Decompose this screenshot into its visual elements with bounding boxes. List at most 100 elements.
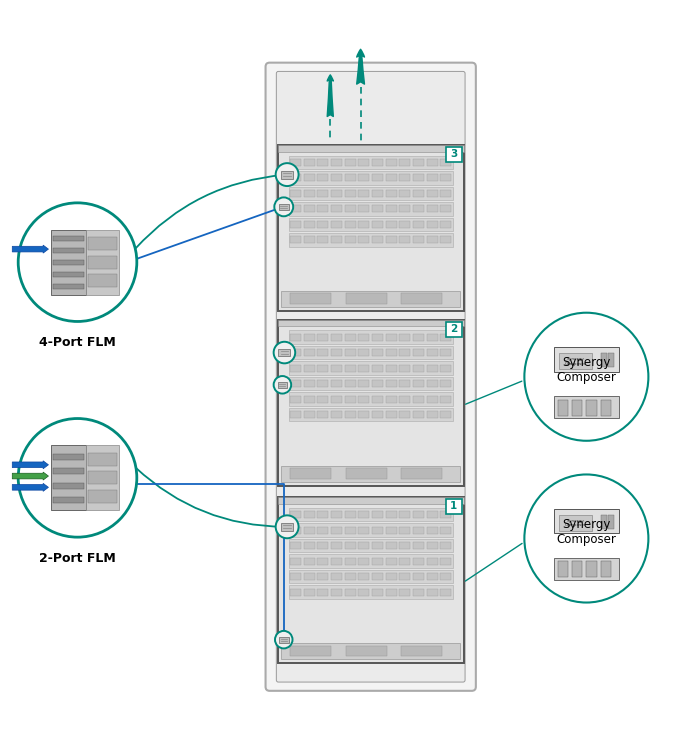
Bar (372, 159, 383, 166)
Bar (304, 206, 315, 212)
Bar (289, 408, 452, 422)
Bar (559, 354, 592, 369)
Bar (345, 396, 356, 403)
Bar (400, 411, 410, 418)
Bar (440, 206, 451, 212)
Bar (53, 497, 84, 503)
Bar (289, 377, 452, 391)
Bar (427, 527, 437, 534)
Bar (372, 511, 383, 518)
Bar (400, 175, 410, 181)
Bar (601, 354, 607, 367)
Bar (304, 557, 315, 565)
Bar (304, 396, 315, 403)
Text: Synergy
Composer: Synergy Composer (564, 519, 586, 528)
Bar (427, 411, 437, 418)
Bar (279, 636, 288, 643)
Bar (304, 349, 315, 356)
Bar (331, 190, 342, 197)
Circle shape (274, 376, 291, 394)
Bar (331, 365, 342, 371)
Bar (345, 588, 356, 596)
Bar (586, 562, 596, 577)
Bar (345, 573, 356, 580)
Bar (304, 411, 315, 418)
Bar (427, 542, 437, 549)
Bar (440, 380, 451, 387)
Bar (359, 396, 369, 403)
Bar (304, 542, 315, 549)
Bar (372, 190, 383, 197)
Bar (53, 284, 84, 289)
Bar (86, 445, 119, 511)
Bar (440, 175, 451, 181)
Bar (88, 255, 117, 269)
Bar (317, 159, 328, 166)
Bar (372, 557, 383, 565)
Bar (290, 527, 301, 534)
Bar (289, 346, 452, 360)
Bar (427, 588, 437, 596)
Bar (331, 175, 342, 181)
Bar (331, 588, 342, 596)
Bar (345, 542, 356, 549)
Bar (289, 554, 452, 568)
Bar (413, 349, 424, 356)
Bar (440, 511, 451, 518)
Bar (278, 382, 287, 388)
Bar (317, 206, 328, 212)
Bar (440, 396, 451, 403)
Bar (289, 523, 452, 536)
FancyArrow shape (12, 461, 49, 469)
Bar (372, 411, 383, 418)
Bar (427, 380, 437, 387)
Bar (427, 349, 437, 356)
Bar (372, 380, 383, 387)
Bar (281, 522, 293, 531)
Bar (278, 320, 464, 486)
Bar (601, 562, 611, 577)
Bar (289, 202, 452, 215)
Bar (372, 365, 383, 371)
Bar (386, 573, 396, 580)
Bar (317, 349, 328, 356)
Bar (51, 445, 86, 511)
Bar (427, 159, 437, 166)
Bar (331, 557, 342, 565)
FancyArrow shape (12, 483, 49, 491)
Bar (346, 646, 387, 656)
Bar (345, 380, 356, 387)
Circle shape (276, 163, 299, 186)
Bar (304, 588, 315, 596)
Bar (400, 190, 410, 197)
Bar (278, 320, 464, 326)
Bar (290, 396, 301, 403)
Bar (413, 557, 424, 565)
Bar (386, 511, 396, 518)
Bar (289, 539, 452, 552)
Bar (413, 396, 424, 403)
Bar (386, 236, 396, 243)
Bar (400, 557, 410, 565)
Bar (372, 542, 383, 549)
Text: 4-Port FLM: 4-Port FLM (39, 336, 116, 349)
Bar (304, 334, 315, 340)
Bar (290, 334, 301, 340)
Bar (289, 585, 452, 599)
Bar (400, 365, 410, 371)
Bar (359, 159, 369, 166)
Bar (400, 380, 410, 387)
Bar (400, 334, 410, 340)
Bar (359, 380, 369, 387)
Bar (53, 272, 84, 277)
Bar (331, 396, 342, 403)
Bar (53, 454, 84, 460)
Ellipse shape (524, 313, 648, 441)
Bar (572, 400, 582, 416)
Bar (440, 411, 451, 418)
Bar (440, 557, 451, 565)
Bar (386, 206, 396, 212)
Circle shape (18, 419, 137, 537)
Bar (359, 527, 369, 534)
Bar (440, 365, 451, 371)
